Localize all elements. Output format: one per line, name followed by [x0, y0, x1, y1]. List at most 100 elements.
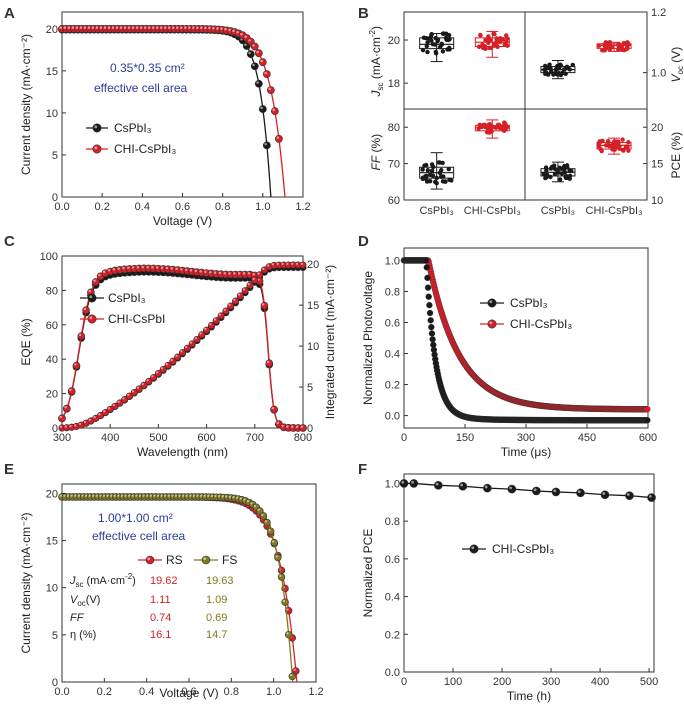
panel-e-point: [277, 573, 286, 581]
panel-f-point-highlight: [553, 489, 557, 493]
panel-b-point: [608, 43, 614, 49]
panel-e-point: [270, 538, 279, 547]
panel-c-integrated-point: [232, 297, 240, 305]
panel-e-point-highlight: [286, 632, 289, 635]
panel-c-integrated-point-highlight: [156, 371, 159, 374]
panel-b-ytick-right-label: 20: [651, 122, 663, 134]
panel-f-xtick-label: 500: [640, 676, 658, 688]
panel-c-legend-marker-highlight: [89, 316, 93, 320]
panel-c-eqe-point: [91, 278, 100, 286]
panel-b-point: [424, 43, 429, 49]
panel-e-point-highlight: [261, 513, 264, 516]
panel-b-point: [441, 174, 446, 179]
panel-c-eqe-point-highlight: [64, 405, 67, 409]
panel-e-annotation-area: 1.00*1.00 cm²: [98, 511, 173, 525]
panel-c-xtick-label: 500: [149, 432, 167, 444]
panel-b-point: [565, 165, 570, 170]
panel-e-xtick-label: 1.0: [266, 686, 281, 698]
panel-e-point-highlight: [153, 494, 156, 497]
panel-c-legend-label: CHI-CsPbI: [108, 312, 165, 326]
panel-e-point-highlight: [131, 494, 134, 497]
panel-e-xtick-label: 0.0: [54, 686, 69, 698]
panel-e-point: [267, 527, 275, 535]
panel-e-point-highlight: [109, 494, 113, 497]
panel-b-point: [429, 168, 435, 173]
panel-c-eqe-point-highlight: [184, 268, 188, 272]
panel-b-point: [555, 63, 560, 69]
panel-a-point-highlight: [103, 26, 107, 29]
panel-a-point-highlight: [256, 81, 259, 84]
panel-c-ytick-label: 20: [46, 389, 58, 401]
panel-c-integrated-point-highlight: [165, 363, 168, 366]
panel-c-ytick-label: 0: [52, 423, 58, 435]
panel-c-integrated-point: [222, 307, 230, 315]
panel-d-point: [425, 293, 432, 300]
panel-c-eqe-point-highlight: [266, 360, 270, 364]
panel-e-xtick-label: 0.8: [224, 686, 239, 698]
panel-b-ytick-label: 60: [388, 195, 400, 207]
panel-c-integrated-point-highlight: [122, 397, 125, 400]
panel-b-point: [446, 37, 451, 43]
panel-c-ytick-right-label: 5: [307, 382, 313, 394]
panel-e-point: [288, 672, 296, 681]
panel-c-eqe-point-highlight: [223, 271, 226, 275]
panel-f-ytick-label: 0.0: [385, 667, 400, 679]
panel-e-legend-marker: [145, 555, 155, 565]
panel-a-legend-label: CsPbI₃: [114, 121, 152, 135]
panel-b-point: [557, 165, 562, 171]
panel-e-point-highlight: [271, 540, 275, 543]
panel-b-point: [548, 174, 553, 180]
panel-a-point-highlight: [260, 59, 263, 63]
panel-a-point-highlight: [59, 26, 63, 29]
panel-a-point-highlight: [135, 26, 139, 29]
panel-b-point: [563, 71, 568, 77]
panel-e-point-highlight: [113, 494, 116, 497]
panel-c-eqe-point-highlight: [78, 333, 82, 337]
panel-a-point-highlight: [232, 29, 235, 33]
panel-b-point: [425, 40, 430, 45]
panel-c-xtick-label: 400: [101, 432, 119, 444]
panel-a-point-highlight: [200, 26, 203, 30]
panel-c-integrated-line: [61, 266, 303, 429]
panel-c-integrated-point-highlight: [175, 354, 178, 357]
panel-b-point: [424, 162, 429, 168]
panel-e-point-highlight: [185, 494, 188, 497]
panel-c-integrated-point-highlight: [242, 288, 246, 291]
panel-b-point: [440, 160, 445, 166]
panel-c-integrated-point-highlight: [69, 424, 72, 428]
panel-a-point-highlight: [252, 63, 255, 67]
panel-f-point: [483, 483, 492, 493]
panel-a-point-highlight: [147, 26, 151, 29]
panel-a-point-highlight: [268, 87, 271, 91]
panel-e-ylabel: Current density (mA·cm⁻²): [19, 512, 33, 653]
panel-e-point-highlight: [275, 555, 278, 558]
panel-e-xtick-label: 0.6: [181, 686, 196, 698]
panel-c-integrated-point-highlight: [233, 298, 236, 301]
panel-e-table-label: η (%): [70, 629, 96, 641]
panel-b-point: [616, 47, 621, 52]
panel-b-point: [547, 62, 552, 67]
panel-e-point-highlight: [145, 494, 149, 497]
panel-e-point-highlight: [232, 495, 235, 499]
panel-e-table-rs: 0.74: [150, 612, 171, 624]
panel-c-eqe-point-highlight: [180, 268, 183, 271]
panel-b-point: [624, 144, 629, 149]
panel-c-xtick-label: 600: [197, 432, 215, 444]
panel-d-ylabel: Normalized Photovoltage: [361, 271, 375, 405]
panel-c-eqe-point-highlight: [112, 268, 116, 271]
panel-e-point-highlight: [192, 494, 196, 497]
panel-b-point: [439, 41, 444, 47]
panel-c-integrated-point-highlight: [194, 336, 197, 340]
panel-e-annotation-label: effective cell area: [92, 529, 185, 543]
panel-b-point: [624, 46, 629, 52]
panel-a-ytick-label: 0: [52, 192, 58, 204]
panel-c-eqe-point-highlight: [136, 266, 140, 269]
panel-a-point-highlight: [83, 26, 87, 29]
panel-b-point: [505, 36, 510, 41]
panel-c-integrated-point-highlight: [59, 425, 62, 428]
panel-a-legend-marker: [92, 144, 102, 154]
panel-b-point: [447, 45, 452, 51]
panel-a-point-highlight: [240, 32, 243, 36]
panel-b-point: [504, 39, 509, 44]
panel-b-point: [542, 67, 547, 73]
